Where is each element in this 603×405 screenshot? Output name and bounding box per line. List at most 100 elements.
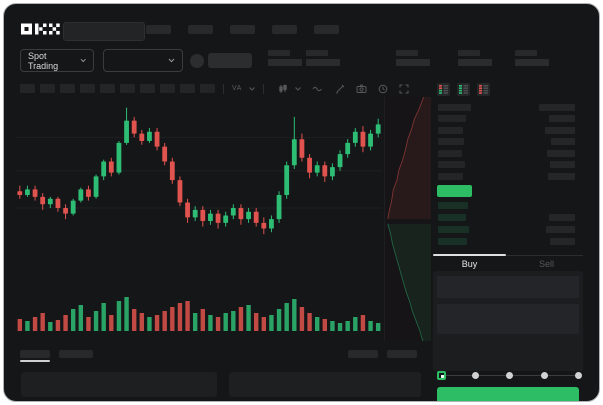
main-nav [146, 25, 339, 34]
chart-toolbar: VA [20, 82, 409, 95]
bottom-panel-right[interactable] [229, 372, 421, 397]
ticker-stat [396, 50, 430, 66]
bid-row-price[interactable] [438, 214, 466, 221]
ask-row-amount[interactable] [549, 115, 575, 122]
pencil-icon[interactable] [335, 84, 345, 94]
stat-value-placeholder [268, 59, 302, 66]
bid-row-price[interactable] [438, 202, 468, 209]
chevron-down-icon[interactable] [294, 86, 301, 91]
book-header-right [539, 104, 575, 111]
bid-row-price[interactable] [438, 238, 467, 245]
nav-item-placeholder[interactable] [146, 25, 171, 34]
slider-stop[interactable] [471, 372, 479, 379]
ticker-stat [458, 50, 492, 66]
okx-logo[interactable] [21, 23, 60, 35]
divider [262, 83, 264, 94]
stat-label-placeholder [306, 50, 328, 56]
stat-value-placeholder [515, 59, 549, 66]
timeframe-button[interactable] [20, 84, 35, 93]
tab-buy[interactable]: Buy [461, 259, 478, 269]
ask-row-amount[interactable] [551, 138, 575, 145]
bid-row-price[interactable] [438, 226, 469, 233]
orderbook-depth-profile [384, 96, 431, 342]
nav-item-placeholder[interactable] [230, 25, 255, 34]
bottom-tab-placeholder[interactable] [20, 350, 50, 358]
ask-row-price[interactable] [438, 172, 463, 180]
book-combined-icon[interactable] [437, 83, 450, 96]
avatar[interactable] [190, 54, 204, 68]
ticker-stat [515, 50, 549, 66]
last-price-badge[interactable] [437, 185, 472, 197]
timeframe-button[interactable] [60, 84, 75, 93]
stat-value-placeholder [306, 59, 340, 66]
stat-value-placeholder [396, 59, 430, 66]
clock-icon[interactable] [378, 84, 388, 94]
slider-stop[interactable] [540, 372, 548, 379]
ask-row-amount[interactable] [548, 172, 575, 180]
ask-row-amount[interactable] [547, 149, 575, 157]
search-input[interactable] [63, 22, 145, 41]
price-input[interactable] [437, 276, 579, 298]
timeframe-button[interactable] [180, 84, 195, 93]
header-action-placeholder[interactable] [208, 53, 252, 68]
book-header-left [438, 104, 471, 111]
divider [433, 255, 583, 256]
timeframe-button[interactable] [40, 84, 55, 93]
price-chart[interactable] [16, 96, 431, 342]
ask-row-amount[interactable] [550, 161, 575, 168]
ticker-stat [268, 50, 302, 66]
ask-row-price[interactable] [438, 149, 462, 157]
active-tab-indicator [20, 360, 50, 362]
chart-type-candles-icon[interactable] [278, 84, 288, 94]
timeframe-button[interactable] [200, 84, 215, 93]
camera-icon[interactable] [356, 84, 367, 93]
market-type-selector[interactable]: Spot Trading [20, 49, 94, 72]
ask-row-price[interactable] [438, 138, 464, 145]
ask-row-amount[interactable] [545, 126, 575, 134]
stat-label-placeholder [515, 50, 537, 56]
bid-row-amount[interactable] [550, 238, 575, 245]
buy-button[interactable] [437, 387, 579, 401]
chevron-down-icon [80, 58, 86, 63]
bottom-tabs-left [20, 350, 93, 358]
nav-item-placeholder[interactable] [314, 25, 339, 34]
order-panel: Buy Sell [433, 79, 583, 401]
amount-input[interactable] [437, 304, 579, 334]
timeframe-button[interactable] [120, 84, 135, 93]
wave-icon[interactable] [312, 85, 324, 93]
volume-chart [17, 297, 381, 331]
ask-row-price[interactable] [438, 115, 466, 122]
stat-label-placeholder [268, 50, 290, 56]
slider-stop[interactable] [575, 372, 582, 379]
timeframe-buttons [20, 84, 215, 93]
bottom-tab-placeholder[interactable] [348, 350, 378, 358]
market-type-label: Spot Trading [28, 50, 59, 71]
timeframe-button[interactable] [80, 84, 95, 93]
trading-app-window: Spot Trading VA [3, 3, 600, 402]
bottom-tab-placeholder[interactable] [387, 350, 417, 358]
timeframe-button[interactable] [140, 84, 155, 93]
ask-row-price[interactable] [438, 126, 463, 134]
bottom-tab-placeholder[interactable] [59, 350, 93, 358]
book-asks-icon[interactable] [477, 83, 490, 96]
tab-sell[interactable]: Sell [538, 259, 554, 269]
timeframe-button[interactable] [100, 84, 115, 93]
ask-row-price[interactable] [438, 161, 465, 168]
pair-selector[interactable] [103, 49, 183, 72]
nav-item-placeholder[interactable] [272, 25, 297, 34]
book-bids-icon[interactable] [457, 83, 470, 96]
timeframe-button[interactable] [160, 84, 175, 93]
stat-label-placeholder [458, 50, 480, 56]
bottom-tabs-right [348, 350, 417, 358]
chevron-down-icon[interactable] [248, 86, 255, 91]
slider-handle[interactable] [437, 371, 446, 380]
bottom-panel-left[interactable] [21, 372, 217, 397]
ticker-stat [306, 50, 340, 66]
nav-item-placeholder[interactable] [188, 25, 213, 34]
bid-row-amount[interactable] [549, 214, 575, 221]
bid-row-amount[interactable] [546, 226, 575, 233]
slider-stop[interactable] [506, 372, 513, 379]
indicator-dropdown[interactable]: VA [232, 85, 242, 92]
stat-label-placeholder [396, 50, 418, 56]
fullscreen-icon[interactable] [399, 84, 409, 94]
